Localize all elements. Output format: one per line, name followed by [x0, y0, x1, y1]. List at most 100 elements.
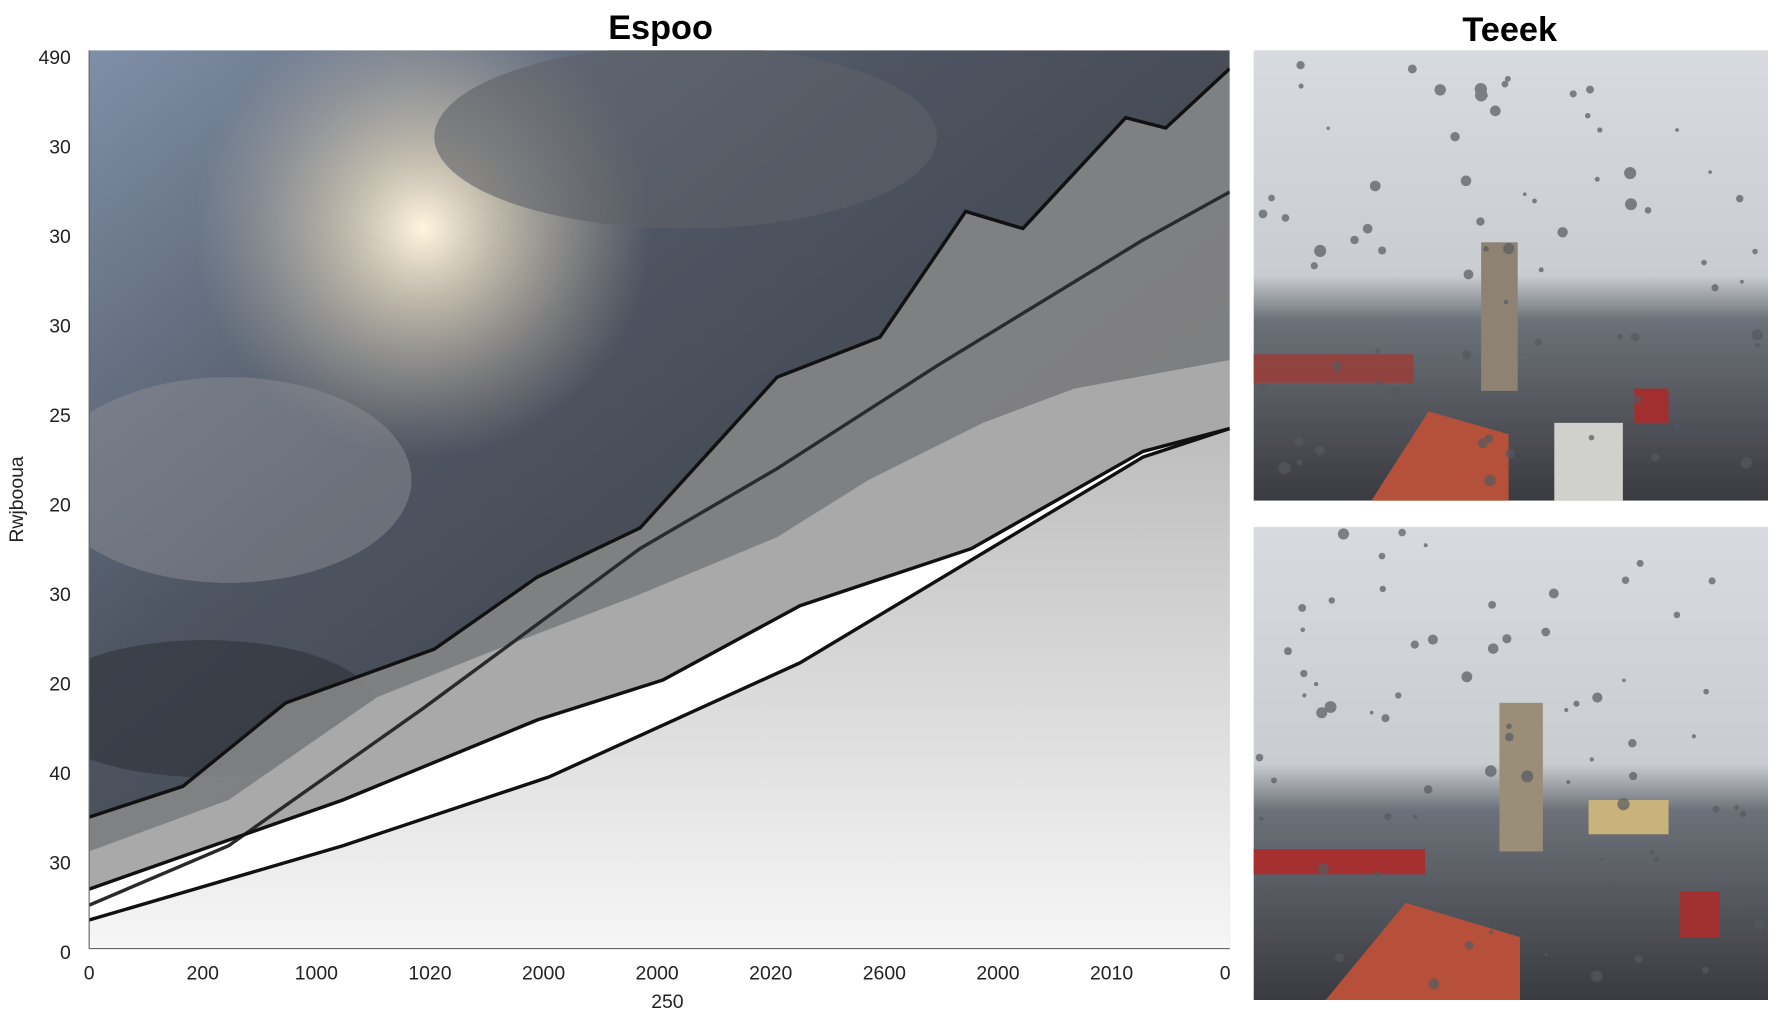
band-dark: [89, 68, 1230, 890]
raindrop: [1566, 780, 1571, 785]
raindrop: [1712, 805, 1720, 813]
raindrop: [1369, 180, 1381, 192]
raindrop: [1609, 884, 1614, 889]
raindrop: [1532, 198, 1537, 204]
raindrop: [1752, 248, 1758, 255]
raindrop: [1477, 438, 1488, 449]
y-tick-label: 30: [49, 226, 71, 248]
raindrop: [1503, 243, 1515, 255]
y-tick-label: 30: [49, 315, 71, 337]
raindrop: [1625, 198, 1637, 211]
line: [89, 426, 1230, 922]
raindrop: [1736, 194, 1744, 203]
raindrop: [1300, 669, 1308, 678]
raindrop: [1294, 437, 1304, 447]
raindrop: [1450, 131, 1460, 142]
roof: [1253, 849, 1426, 875]
raindrop: [1283, 647, 1292, 656]
raindrop: [1617, 798, 1630, 811]
raindrop: [1315, 445, 1325, 456]
raindrop: [1281, 214, 1290, 222]
y-tick-label: 30: [49, 136, 71, 158]
cloud: [434, 50, 938, 229]
band-mid: [89, 360, 1230, 890]
roof: [1371, 411, 1509, 501]
raindrop: [1434, 84, 1446, 96]
raindrop: [1754, 919, 1765, 930]
raindrop: [1302, 693, 1307, 698]
cloud: [89, 377, 412, 583]
chart-title: Espoo: [608, 9, 713, 47]
raindrop: [1631, 332, 1640, 342]
roof: [1325, 902, 1520, 1000]
raindrop: [1378, 552, 1386, 560]
x-tick-label: 2000: [636, 962, 679, 984]
band-white: [89, 428, 1230, 920]
raindrop: [1259, 816, 1264, 821]
y-tick-label: 40: [49, 763, 71, 785]
raindrop: [1504, 75, 1511, 82]
raindrop: [1674, 423, 1680, 429]
raindrop: [1673, 611, 1681, 619]
raindrop: [1624, 166, 1637, 180]
raindrop: [1268, 194, 1275, 202]
raindrop: [1460, 175, 1472, 187]
raindrop: [1755, 342, 1760, 348]
raindrop: [1313, 681, 1319, 687]
raindrop: [1462, 350, 1472, 360]
y-tick-label: 0: [60, 942, 71, 964]
raindrop: [1503, 299, 1509, 305]
line: [89, 190, 1230, 907]
raindrop: [1264, 891, 1272, 900]
raindrop: [1488, 930, 1494, 935]
raindrop: [1501, 80, 1509, 88]
raindrop: [1592, 692, 1603, 703]
raindrop: [1258, 209, 1268, 219]
line: [89, 67, 1230, 819]
raindrop: [1461, 671, 1473, 683]
photo-title: Teeek: [1462, 11, 1558, 49]
x-tick-label: 200: [187, 962, 220, 984]
raindrop: [1711, 284, 1719, 292]
y-tick-label: 20: [49, 494, 71, 516]
x-tick-label: 0: [84, 962, 95, 984]
raindrop: [1300, 627, 1306, 633]
raindrop: [1586, 85, 1595, 94]
raindrop: [1708, 577, 1716, 585]
raindrop: [1326, 126, 1330, 130]
raindrop: [1278, 461, 1291, 475]
raindrop: [1621, 576, 1630, 585]
raindrop: [1398, 528, 1406, 537]
raindrop: [1423, 543, 1428, 548]
raindrop: [1324, 701, 1337, 713]
raindrop: [1617, 333, 1623, 340]
raindrop: [1334, 952, 1345, 963]
raindrop: [1751, 329, 1763, 341]
raindrop: [1740, 457, 1753, 469]
raindrop: [1488, 600, 1497, 609]
y-tick-label: 25: [49, 405, 71, 427]
x-tick-label: 2000: [976, 962, 1019, 984]
x-tick-label: 1000: [295, 962, 338, 984]
raindrop: [1485, 765, 1497, 777]
raindrop: [1649, 849, 1655, 856]
raindrop: [1634, 955, 1643, 964]
raindrop: [1701, 966, 1709, 974]
raindrop: [1332, 361, 1342, 372]
raindrop: [1675, 128, 1679, 132]
raindrop: [1483, 245, 1490, 252]
raindrop: [1731, 899, 1739, 907]
raindrop: [1381, 714, 1390, 723]
raindrop: [1589, 757, 1594, 762]
raindrop: [1255, 753, 1264, 762]
y-tick-label: 30: [49, 852, 71, 874]
roof: [1680, 891, 1720, 938]
raindrop: [1594, 176, 1600, 182]
raindrop: [1298, 83, 1304, 89]
raindrop: [1548, 588, 1559, 599]
raindrop: [1407, 64, 1417, 74]
raindrop: [1298, 603, 1307, 612]
raindrop: [1362, 223, 1373, 234]
raindrop: [1590, 970, 1603, 982]
